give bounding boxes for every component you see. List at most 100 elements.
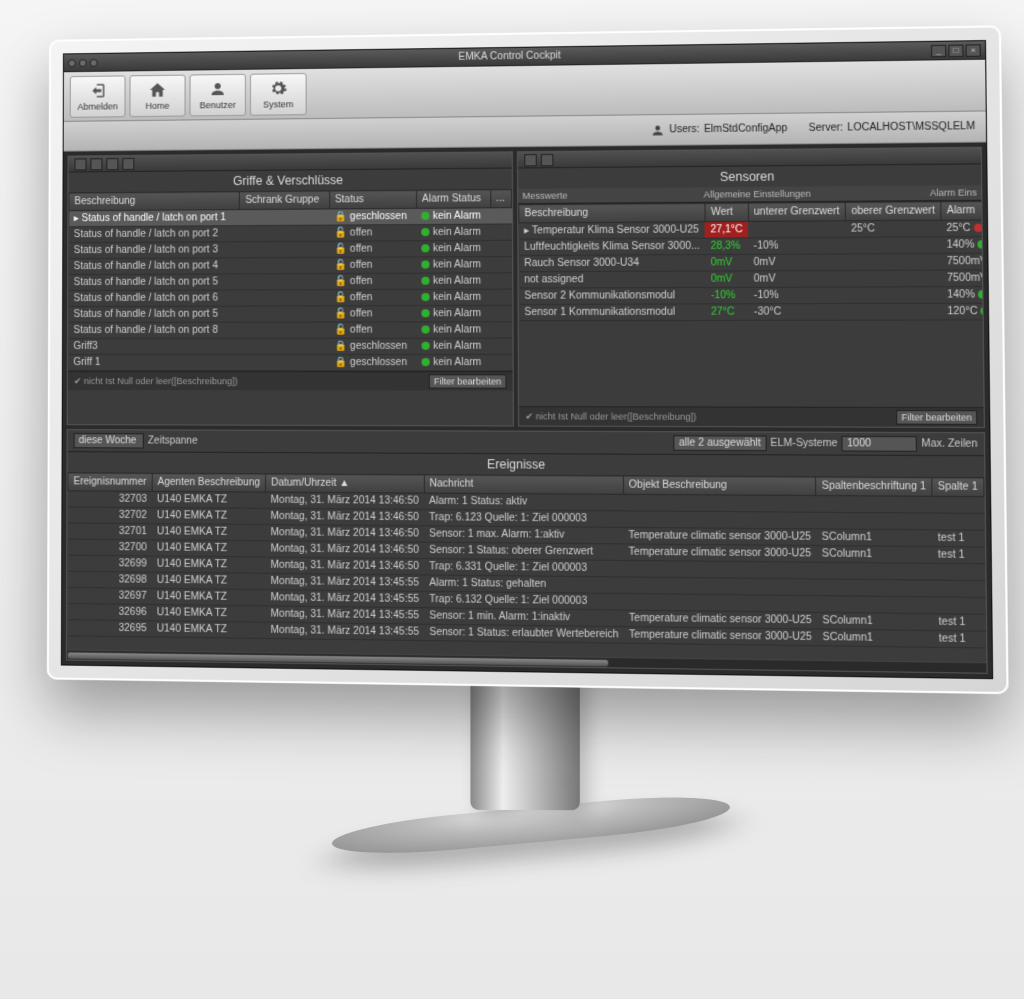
table-row[interactable]: Status of handle / latch on port 5🔓 offe… <box>69 305 512 322</box>
panel-mini-button[interactable] <box>541 153 554 165</box>
elm-systems-label: ELM-Systeme <box>770 438 837 450</box>
lock-icon: 🔒 <box>334 357 347 368</box>
ecol-agent[interactable]: Agenten Beschreibung <box>152 473 266 492</box>
traffic-dot[interactable] <box>90 58 98 66</box>
home-button[interactable]: Home <box>129 74 185 117</box>
scol-alarm[interactable]: Alarm <box>941 201 985 220</box>
lock-icon: 🔓 <box>334 292 347 303</box>
user-icon <box>650 123 665 137</box>
cell-c1: SColumn1 <box>816 529 932 547</box>
table-row[interactable]: Griff 1🔒 geschlossenkein Alarm <box>68 354 512 370</box>
cell-group <box>240 290 330 306</box>
ecol-c1[interactable]: Spaltenbeschriftung 1 <box>816 477 932 496</box>
cell-v1: test 1 <box>933 630 985 648</box>
cell-msg: Alarm: 1 Status: aktiv <box>424 493 623 511</box>
table-row[interactable]: Sensor 2 Kommunikationsmodul-10%-10%140% <box>519 286 985 304</box>
handles-filter-edit[interactable]: Filter bearbeiten <box>429 374 507 388</box>
cell-lower: 0mV <box>748 270 846 287</box>
ecol-obj[interactable]: Objekt Beschreibung <box>623 476 816 496</box>
cell-desc: Status of handle / latch on port 2 <box>69 226 240 243</box>
ecol-c2[interactable]: Spaltenbesc <box>984 478 987 497</box>
cell-agent: U140 EMKA TZ <box>152 588 266 606</box>
selected-count[interactable]: alle 2 ausgewählt <box>673 435 766 451</box>
col-alarm[interactable]: Alarm Status <box>416 190 490 209</box>
ecol-msg[interactable]: Nachricht <box>424 475 623 495</box>
week-select[interactable]: diese Woche <box>74 433 144 448</box>
cell-desc: ▸ Status of handle / latch on port 1 <box>69 210 240 227</box>
cell-lower: -10% <box>748 237 846 254</box>
users-button[interactable]: Benutzer <box>190 73 246 116</box>
events-table: Ereignisnummer Agenten Beschreibung Datu… <box>67 472 986 649</box>
cell-num: 32699 <box>68 555 152 572</box>
scol-lower[interactable]: unterer Grenzwert <box>748 202 846 221</box>
table-row[interactable]: Griff3🔒 geschlossenkein Alarm <box>68 338 512 354</box>
system-button[interactable]: System <box>250 72 307 115</box>
ecol-dt[interactable]: Datum/Uhrzeit ▲ <box>266 474 424 493</box>
panel-mini-button[interactable] <box>106 158 118 170</box>
cell-dt: Montag, 31. März 2014 13:46:50 <box>266 492 424 509</box>
panel-mini-button[interactable] <box>74 158 86 170</box>
cell-msg: Trap: 6.123 Quelle: 1: Ziel 000003 <box>424 509 623 527</box>
table-row[interactable]: Status of handle / latch on port 8🔓 offe… <box>68 322 512 339</box>
status-dot-icon <box>422 245 430 253</box>
system-label: System <box>263 99 293 109</box>
col-status[interactable]: Status <box>329 190 416 209</box>
cell-obj <box>623 560 816 579</box>
status-dot-icon <box>422 326 430 334</box>
cell-value: 0mV <box>705 254 748 271</box>
lock-icon: 🔓 <box>334 276 347 287</box>
cell-msg: Sensor: 1 max. Alarm: 1:aktiv <box>424 526 623 544</box>
table-row[interactable]: Sensor 1 Kommunikationsmodul27°C-30°C120… <box>519 303 985 321</box>
status-dot-icon <box>422 277 430 285</box>
status-dot-icon <box>422 293 430 301</box>
traffic-dot[interactable] <box>68 59 76 67</box>
table-row[interactable]: Status of handle / latch on port 6🔓 offe… <box>69 289 512 306</box>
col-group[interactable]: Schrank Gruppe <box>240 191 330 210</box>
cell-value: 27,1°C <box>705 221 748 238</box>
cell-desc: not assigned <box>519 271 705 288</box>
ecol-num[interactable]: Ereignisnummer <box>68 473 152 492</box>
cell-more <box>491 338 512 354</box>
maximize-button[interactable]: □ <box>948 44 963 57</box>
cell-c1 <box>816 512 932 530</box>
cell-v1: test 1 <box>932 530 984 547</box>
cell-alarm: kein Alarm <box>417 322 491 338</box>
traffic-dot[interactable] <box>79 59 87 67</box>
close-button[interactable]: × <box>966 44 981 57</box>
panel-mini-button[interactable] <box>122 157 134 169</box>
cell-upper <box>846 287 942 304</box>
cell-alarm: 7500mV <box>941 253 985 270</box>
logout-icon <box>89 81 107 99</box>
users-label: Users: <box>669 124 699 136</box>
table-row[interactable]: Status of handle / latch on port 4🔓 offe… <box>69 257 512 275</box>
cell-more <box>490 224 511 240</box>
cell-desc: Status of handle / latch on port 5 <box>69 274 240 291</box>
table-row[interactable]: Status of handle / latch on port 5🔓 offe… <box>69 273 512 291</box>
cell-alarm: kein Alarm <box>417 305 491 321</box>
panel-mini-button[interactable] <box>90 158 102 170</box>
cell-alarm: 140% <box>942 286 985 303</box>
col-desc[interactable]: Beschreibung <box>69 192 240 211</box>
cell-c1 <box>817 579 933 597</box>
cell-value: 0mV <box>705 271 748 288</box>
col-more[interactable]: ... <box>490 189 511 207</box>
cell-obj: Temperature climatic sensor 3000-U25 <box>624 627 817 646</box>
cell-upper <box>846 303 942 320</box>
cell-c1 <box>817 596 933 614</box>
panel-mini-button[interactable] <box>524 154 537 166</box>
minimize-button[interactable]: _ <box>931 44 946 57</box>
sensors-filter-edit[interactable]: Filter bearbeiten <box>896 410 977 425</box>
cell-alarm: kein Alarm <box>416 257 490 274</box>
scol-desc[interactable]: Beschreibung <box>519 203 705 223</box>
cell-desc: Status of handle / latch on port 8 <box>68 322 239 338</box>
scol-upper[interactable]: oberer Grenzwert <box>845 202 941 221</box>
logout-button[interactable]: Abmelden <box>70 75 126 117</box>
ecol-v1[interactable]: Spalte 1 <box>932 477 984 496</box>
cell-dt: Montag, 31. März 2014 13:46:50 <box>266 508 425 525</box>
max-rows-input[interactable]: 1000 <box>842 436 918 452</box>
users-label: Benutzer <box>200 99 236 109</box>
table-row[interactable]: not assigned0mV0mV7500mV <box>519 270 985 288</box>
table-row[interactable]: Rauch Sensor 3000-U340mV0mV7500mV <box>519 253 985 272</box>
cell-v1: test 1 <box>933 614 985 631</box>
scol-value[interactable]: Wert <box>705 203 748 222</box>
